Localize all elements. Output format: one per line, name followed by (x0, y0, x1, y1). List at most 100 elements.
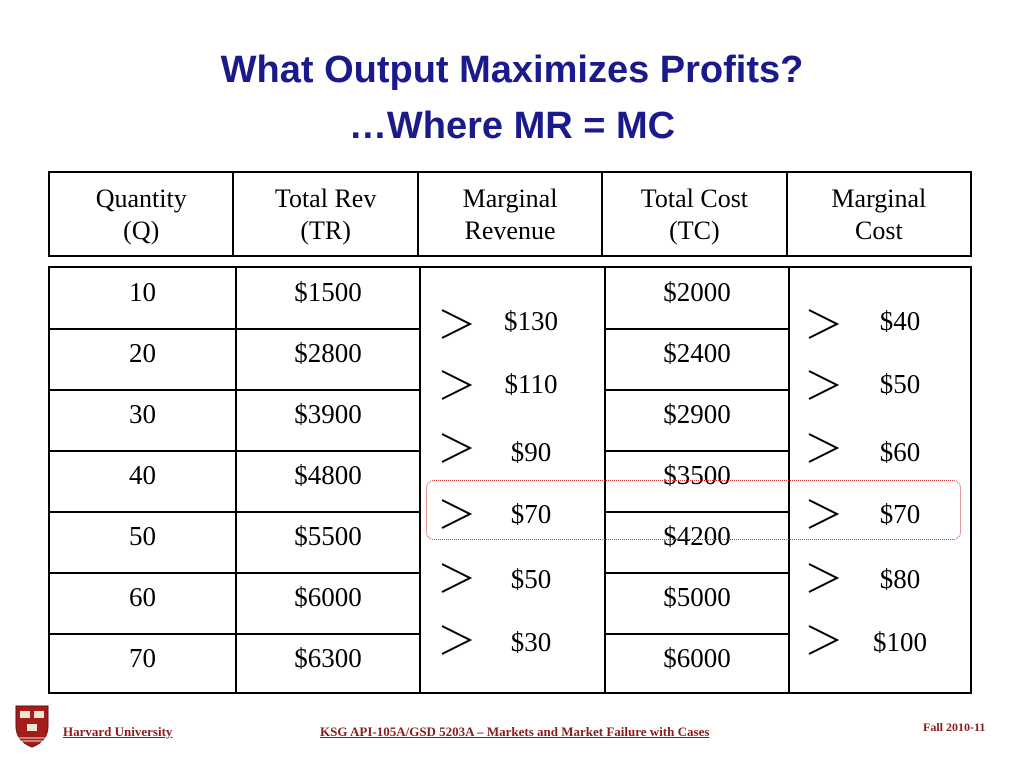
total-revenue-cell: $5500 (237, 512, 419, 573)
quantity-cell: 20 (50, 329, 235, 390)
quantity-cell-text: 10 (129, 277, 156, 307)
greater-than-icon (441, 625, 473, 655)
greater-than-icon (441, 309, 473, 339)
total-cost-cell: $5000 (606, 573, 788, 634)
row-divider (606, 511, 788, 513)
greater-than-icon (808, 433, 840, 463)
column-divider (235, 268, 237, 692)
column-divider (419, 268, 421, 692)
marginal-cost-value: $100 (873, 627, 927, 657)
marginal-revenue-value: $50 (510, 564, 552, 594)
quantity-cell-text: 40 (129, 460, 156, 490)
data-table: 10 $1500 $2000 20 $2800 $2400 30 $3900 $2900 40 $4… (48, 266, 972, 694)
slide-title-line-2: …Where MR = MC (348, 105, 676, 147)
total-revenue-cell: $6300 (237, 634, 419, 695)
total-cost-cell: $2900 (606, 390, 788, 451)
marginal-cost-value: $70 (879, 499, 921, 529)
greater-than-icon (441, 433, 473, 463)
total-cost-cell-text: $5000 (663, 582, 731, 612)
quantity-cell: 30 (50, 390, 235, 451)
footer-course: KSG API-105A/GSD 5203A – Markets and Mar… (320, 724, 710, 739)
row-divider (606, 389, 788, 391)
quantity-cell-text: 20 (129, 338, 156, 368)
quantity-cell: 50 (50, 512, 235, 573)
quantity-cell-text: 50 (129, 521, 156, 551)
row-divider (237, 511, 419, 513)
greater-than-icon (808, 625, 840, 655)
header-marginal-cost: Marginal Cost (831, 184, 927, 245)
total-cost-cell-text: $2000 (663, 277, 731, 307)
total-cost-cell-text: $4200 (663, 521, 731, 551)
row-divider (237, 572, 419, 574)
quantity-cell-text: 60 (129, 582, 156, 612)
row-divider (50, 633, 235, 635)
row-divider (50, 450, 235, 452)
greater-than-icon (808, 499, 840, 529)
header-quantity: Quantity (Q) (50, 173, 235, 255)
total-revenue-cell-text: $3900 (294, 399, 362, 429)
total-revenue-cell-text: $2800 (294, 338, 362, 368)
row-divider (50, 511, 235, 513)
marginal-cost-value: $60 (879, 437, 921, 467)
row-divider (237, 389, 419, 391)
footer-institution: Harvard University (63, 724, 173, 739)
quantity-cell: 70 (50, 634, 235, 695)
mr-equals-mc-highlight (426, 480, 961, 540)
total-revenue-cell: $2800 (237, 329, 419, 390)
greater-than-icon (808, 563, 840, 593)
slide-title-line-1: What Output Maximizes Profits? (220, 49, 804, 91)
total-revenue-cell-text: $4800 (294, 460, 362, 490)
row-divider (237, 328, 419, 330)
marginal-revenue-value: $70 (510, 499, 552, 529)
total-revenue-cell-text: $6300 (294, 643, 362, 673)
quantity-cell-text: 70 (129, 643, 156, 673)
quantity-cell: 10 (50, 268, 235, 329)
quantity-cell: 40 (50, 451, 235, 512)
row-divider (606, 633, 788, 635)
total-revenue-cell-text: $1500 (294, 277, 362, 307)
row-divider (50, 389, 235, 391)
marginal-revenue-value: $130 (504, 306, 558, 336)
total-revenue-cell: $3900 (237, 390, 419, 451)
total-cost-cell-text: $2400 (663, 338, 731, 368)
greater-than-icon (441, 370, 473, 400)
quantity-cell: 60 (50, 573, 235, 634)
quantity-cell-text: 30 (129, 399, 156, 429)
marginal-revenue-value: $110 (504, 369, 558, 399)
total-revenue-cell: $6000 (237, 573, 419, 634)
greater-than-icon (808, 370, 840, 400)
header-marginal-revenue: Marginal Revenue (419, 173, 604, 255)
total-cost-cell: $6000 (606, 634, 788, 695)
total-cost-cell-text: $2900 (663, 399, 731, 429)
total-cost-cell: $3500 (606, 451, 788, 512)
row-divider (606, 328, 788, 330)
total-cost-cell-text: $3500 (663, 460, 731, 490)
total-revenue-cell-text: $6000 (294, 582, 362, 612)
total-cost-cell: $2000 (606, 268, 788, 329)
total-cost-cell-text: $6000 (663, 643, 731, 673)
row-divider (237, 633, 419, 635)
total-revenue-cell-text: $5500 (294, 521, 362, 551)
row-divider (606, 572, 788, 574)
marginal-cost-value: $50 (879, 369, 921, 399)
greater-than-icon (441, 499, 473, 529)
header-total-revenue: Total Rev (TR) (234, 173, 419, 255)
row-divider (50, 328, 235, 330)
header-total-cost: Total Cost (TC) (603, 173, 788, 255)
marginal-revenue-value: $30 (510, 627, 552, 657)
table-header: Quantity (Q) Total Rev (TR) Marginal Revenu… (48, 171, 972, 257)
row-divider (606, 450, 788, 452)
marginal-cost-value: $80 (879, 564, 921, 594)
footer-term: Fall 2010-11 (923, 720, 986, 734)
marginal-revenue-value: $90 (510, 437, 552, 467)
greater-than-icon (441, 563, 473, 593)
total-revenue-cell: $4800 (237, 451, 419, 512)
greater-than-icon (808, 309, 840, 339)
harvard-shield-logo (15, 705, 49, 748)
row-divider (50, 572, 235, 574)
total-cost-cell: $2400 (606, 329, 788, 390)
total-cost-cell: $4200 (606, 512, 788, 573)
total-revenue-cell: $1500 (237, 268, 419, 329)
marginal-cost-value: $40 (879, 306, 921, 336)
row-divider (237, 450, 419, 452)
